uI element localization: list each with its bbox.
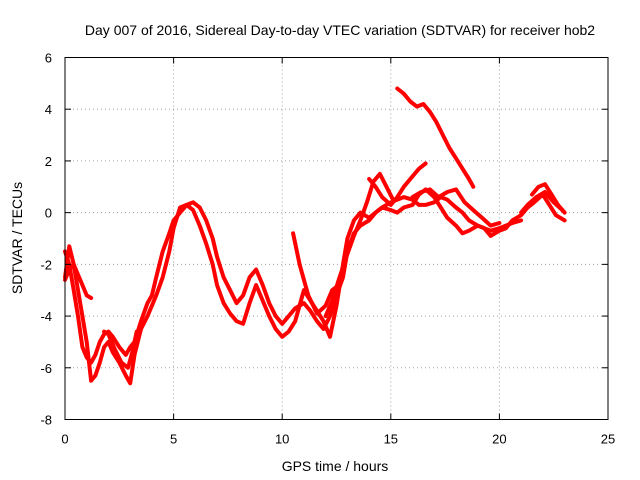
y-tick-label: -4 [40, 309, 52, 324]
y-tick-label: 0 [45, 206, 52, 221]
x-axis-label: GPS time / hours [282, 458, 389, 474]
series-track-8 [395, 86, 476, 189]
y-tick-label: -2 [40, 257, 52, 272]
y-tick-label: -8 [40, 413, 52, 428]
series-track-11 [519, 190, 565, 215]
chart-title: Day 007 of 2016, Sidereal Day-to-day VTE… [85, 22, 595, 38]
series-track-9 [410, 187, 502, 228]
y-tick-label: 6 [45, 51, 52, 66]
grid [65, 57, 608, 420]
y-tick-label: 4 [45, 102, 52, 117]
series-track-6 [323, 171, 395, 319]
x-tick-label: 10 [275, 432, 289, 447]
series-track-1 [63, 195, 524, 365]
x-tick-label: 15 [384, 432, 398, 447]
series-track-3 [63, 262, 94, 300]
x-tick-label: 5 [170, 432, 177, 447]
x-tick-label: 25 [601, 432, 615, 447]
series-track-4 [102, 329, 139, 370]
x-tick-label: 0 [61, 432, 68, 447]
axis-ticks: 0 5 10 15 20 25 -8 -6 -4 -2 0 2 4 6 [40, 51, 615, 447]
series-track-2 [63, 187, 567, 386]
y-axis-label: SDTVAR / TECUs [9, 182, 25, 294]
x-tick-label: 20 [492, 432, 506, 447]
series-track-5 [291, 231, 341, 316]
series-track-7 [367, 161, 428, 207]
y-tick-label: 2 [45, 154, 52, 169]
y-tick-label: -6 [40, 361, 52, 376]
plot-frame [64, 57, 609, 420]
data-series [63, 86, 567, 386]
